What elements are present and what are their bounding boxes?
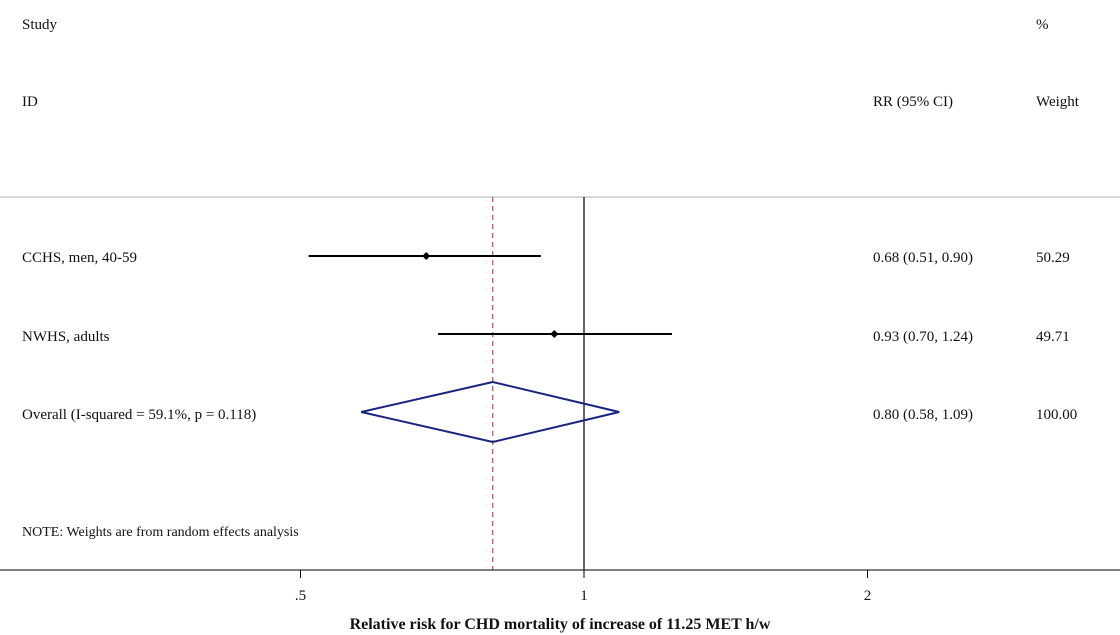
header-study: Study bbox=[22, 17, 58, 33]
x-axis-ticks: .5 1 2 bbox=[295, 570, 871, 604]
header-rr-ci: RR (95% CI) bbox=[873, 94, 953, 110]
point-estimate-marker bbox=[550, 330, 559, 338]
point-estimate-marker bbox=[422, 252, 431, 260]
study-label: CCHS, men, 40-59 bbox=[22, 250, 137, 266]
x-tick-label: .5 bbox=[295, 588, 306, 604]
study-row: CCHS, men, 40-59 0.68 (0.51, 0.90) 50.29 bbox=[22, 250, 1070, 266]
overall-rr-ci-value: 0.80 (0.58, 1.09) bbox=[873, 407, 973, 423]
overall-weight-value: 100.00 bbox=[1036, 407, 1077, 423]
header-percent: % bbox=[1036, 17, 1049, 33]
x-axis-label: Relative risk for CHD mortality of incre… bbox=[350, 616, 771, 633]
overall-row: Overall (I-squared = 59.1%, p = 0.118) 0… bbox=[22, 380, 1077, 444]
weights-note: NOTE: Weights are from random effects an… bbox=[22, 525, 299, 540]
rr-ci-value: 0.93 (0.70, 1.24) bbox=[873, 329, 973, 345]
weight-value: 49.71 bbox=[1036, 329, 1070, 345]
study-row: NWHS, adults 0.93 (0.70, 1.24) 49.71 bbox=[22, 329, 1070, 345]
study-label: NWHS, adults bbox=[22, 329, 110, 345]
header-id: ID bbox=[22, 94, 38, 110]
x-tick-label: 2 bbox=[864, 588, 872, 604]
rr-ci-value: 0.68 (0.51, 0.90) bbox=[873, 250, 973, 266]
overall-label: Overall (I-squared = 59.1%, p = 0.118) bbox=[22, 407, 256, 423]
header-weight: Weight bbox=[1036, 94, 1080, 110]
overall-diamond bbox=[360, 380, 620, 444]
x-tick-label: 1 bbox=[580, 588, 588, 604]
weight-value: 50.29 bbox=[1036, 250, 1070, 266]
